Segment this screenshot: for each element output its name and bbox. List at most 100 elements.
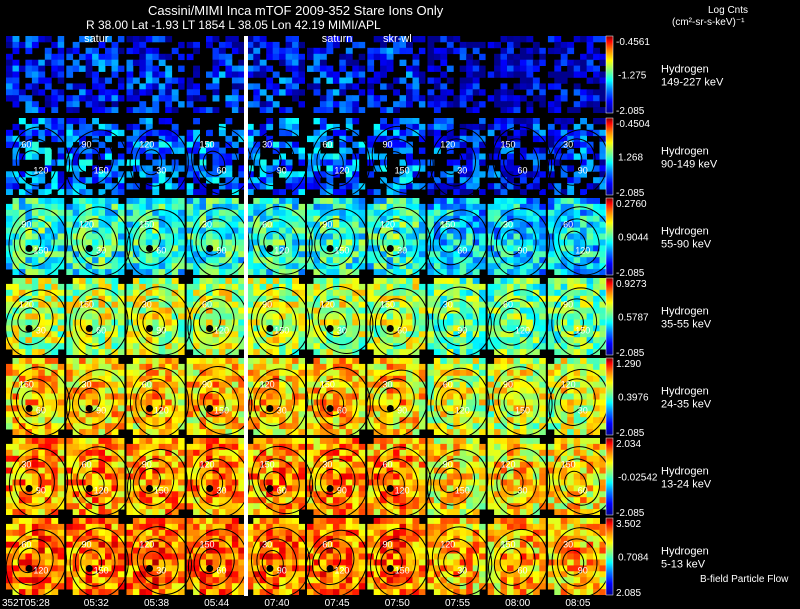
heatmap-cell [25,461,33,468]
heatmap-cell [554,189,562,196]
heatmap-cell [547,343,555,350]
heatmap-cell [367,301,375,308]
heatmap-cell [313,245,321,252]
heatmap-cell [238,257,246,264]
heatmap-cell [57,331,65,338]
heatmap-cell [51,215,59,223]
heatmap-cell [507,245,514,252]
heatmap-cell [51,399,59,406]
heatmap-cell [406,325,413,332]
heatmap-cell [238,331,246,338]
heatmap-cell [466,59,474,66]
heatmap-cell [231,101,239,108]
heatmap-cell [526,153,534,160]
heatmap-cell [406,331,413,338]
heatmap-cell [380,153,387,160]
heatmap-cell [599,283,607,291]
heatmap-cell [507,36,514,43]
heatmap-cell [31,461,39,468]
heatmap-cell [547,47,555,55]
heatmap-cell [532,227,540,234]
heatmap-cell [386,387,394,394]
heatmap-cell [193,278,200,285]
heatmap-cell [246,375,254,383]
heatmap-cell [145,278,153,285]
heatmap-cell [593,118,600,125]
heatmap-cell [38,479,46,486]
heatmap-cell [105,165,112,172]
heatmap-cell [152,405,160,412]
heatmap-cell [272,198,280,205]
heatmap-cell [253,295,261,303]
heatmap-cell [98,215,106,223]
heatmap-cell [18,301,26,308]
heatmap-cell [446,101,454,108]
heatmap-cell [212,141,220,148]
heatmap-cell [6,135,13,143]
heatmap-cell [38,307,46,314]
heatmap-cell [6,53,13,61]
heatmap-cell [440,283,448,291]
heatmap-cell [560,135,568,143]
heatmap-cell [158,147,166,154]
heatmap-cell [79,245,86,252]
heatmap-cell [38,438,46,445]
heatmap-cell [231,251,239,258]
heatmap-cell [367,375,375,383]
heatmap-cell [567,257,575,264]
heatmap-cell [547,301,555,308]
heatmap-cell [105,278,112,285]
heatmap-cell [253,83,261,90]
heatmap-cell [466,257,474,264]
heatmap-cell [358,209,366,217]
heatmap-cell [440,399,448,406]
heatmap-cell [406,251,413,258]
heatmap-cell [105,358,112,365]
heatmap-cell [367,381,375,388]
heatmap-cell [547,245,555,252]
heatmap-cell [18,349,26,356]
heatmap-cell [199,239,207,246]
heatmap-cell [326,269,334,276]
heatmap-cell [472,245,480,252]
heatmap-cell [158,165,166,172]
heatmap-cell [105,47,112,55]
heatmap-cell [92,269,99,276]
heatmap-cell [358,331,366,338]
heatmap-cell [279,239,286,246]
heatmap-cell [171,257,179,264]
heatmap-cell [554,71,562,78]
heatmap-cell [453,227,461,234]
heatmap-cell [259,278,267,285]
heatmap-cell [427,393,435,400]
heatmap-cell [554,301,562,308]
heatmap-cell [51,467,59,474]
heatmap-cell [586,307,594,314]
heatmap-cell [472,198,480,205]
heatmap-cell [580,239,587,246]
heatmap-cell [326,343,334,350]
heatmap-cell [98,313,106,320]
heatmap-cell [313,227,321,234]
heatmap-cell [206,147,213,154]
heatmap-cell [51,331,59,338]
heatmap-cell [472,313,480,320]
heatmap-cell [178,289,185,297]
heatmap-cell [199,227,207,234]
heatmap-cell [126,95,134,102]
heatmap-cell [158,295,166,303]
heatmap-cell [238,147,246,154]
heatmap-cell [345,47,353,55]
heatmap-cell [199,331,207,338]
heatmap-cell [6,411,13,418]
heatmap-cell [206,423,213,430]
heatmap-cell [507,358,514,365]
heatmap-cell [6,369,13,377]
heatmap-cell [105,263,112,270]
heatmap-cell [145,375,153,383]
heatmap-cell [313,165,321,172]
heatmap-cell [51,349,59,356]
heatmap-cell [111,301,119,308]
heatmap-cell [218,369,226,377]
heatmap-cell [111,417,119,424]
